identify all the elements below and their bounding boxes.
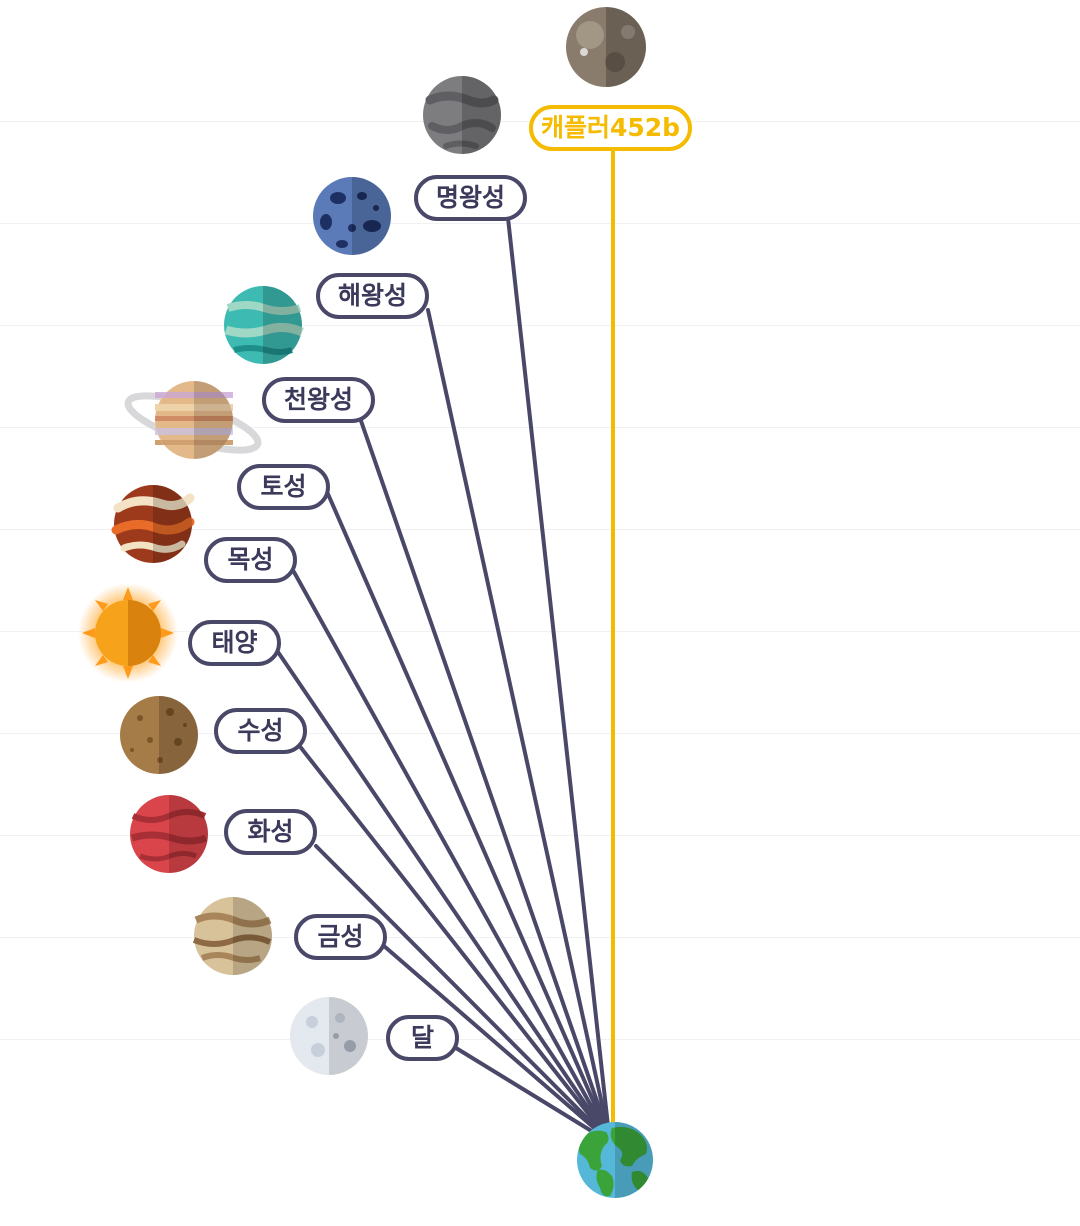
label-moon: 달 (386, 1015, 459, 1061)
gridline (0, 427, 1080, 428)
connector-moon (454, 1046, 600, 1137)
gridline (0, 733, 1080, 734)
label-venus: 금성 (294, 914, 387, 960)
label-neptune: 해왕성 (316, 273, 429, 319)
sun-icon (78, 583, 178, 683)
label-sun: 태양 (188, 620, 281, 666)
connector-uranus (358, 416, 608, 1129)
gridline (0, 325, 1080, 326)
earth-icon (577, 1122, 653, 1198)
connector-mars (314, 844, 603, 1134)
connector-venus (382, 944, 602, 1135)
gridline (0, 631, 1080, 632)
connector-sun (276, 650, 605, 1132)
moon-icon (290, 997, 368, 1075)
connector-lines (276, 148, 615, 1137)
label-mercury: 수성 (214, 708, 307, 754)
uranus-icon (224, 286, 304, 364)
gridline (0, 529, 1080, 530)
pluto-icon (423, 76, 501, 154)
label-pluto: 명왕성 (414, 175, 527, 221)
venus-icon (192, 897, 272, 975)
label-kepler452b: 캐플러452b (529, 105, 692, 151)
mars-icon (130, 795, 208, 873)
kepler452b-icon (566, 7, 646, 87)
connector-mercury (296, 742, 604, 1133)
label-saturn: 토성 (237, 464, 330, 510)
connector-pluto (506, 216, 610, 1128)
label-uranus: 천왕성 (262, 377, 375, 423)
gridline (0, 835, 1080, 836)
gridline (0, 223, 1080, 224)
connector-saturn (326, 492, 607, 1130)
label-mars: 화성 (224, 809, 317, 855)
saturn-icon (124, 380, 262, 460)
label-jupiter: 목성 (204, 537, 297, 583)
jupiter-icon (111, 485, 195, 563)
connector-jupiter (292, 570, 606, 1131)
connector-neptune (426, 308, 609, 1129)
mercury-icon (120, 696, 198, 774)
neptune-icon (313, 177, 391, 255)
